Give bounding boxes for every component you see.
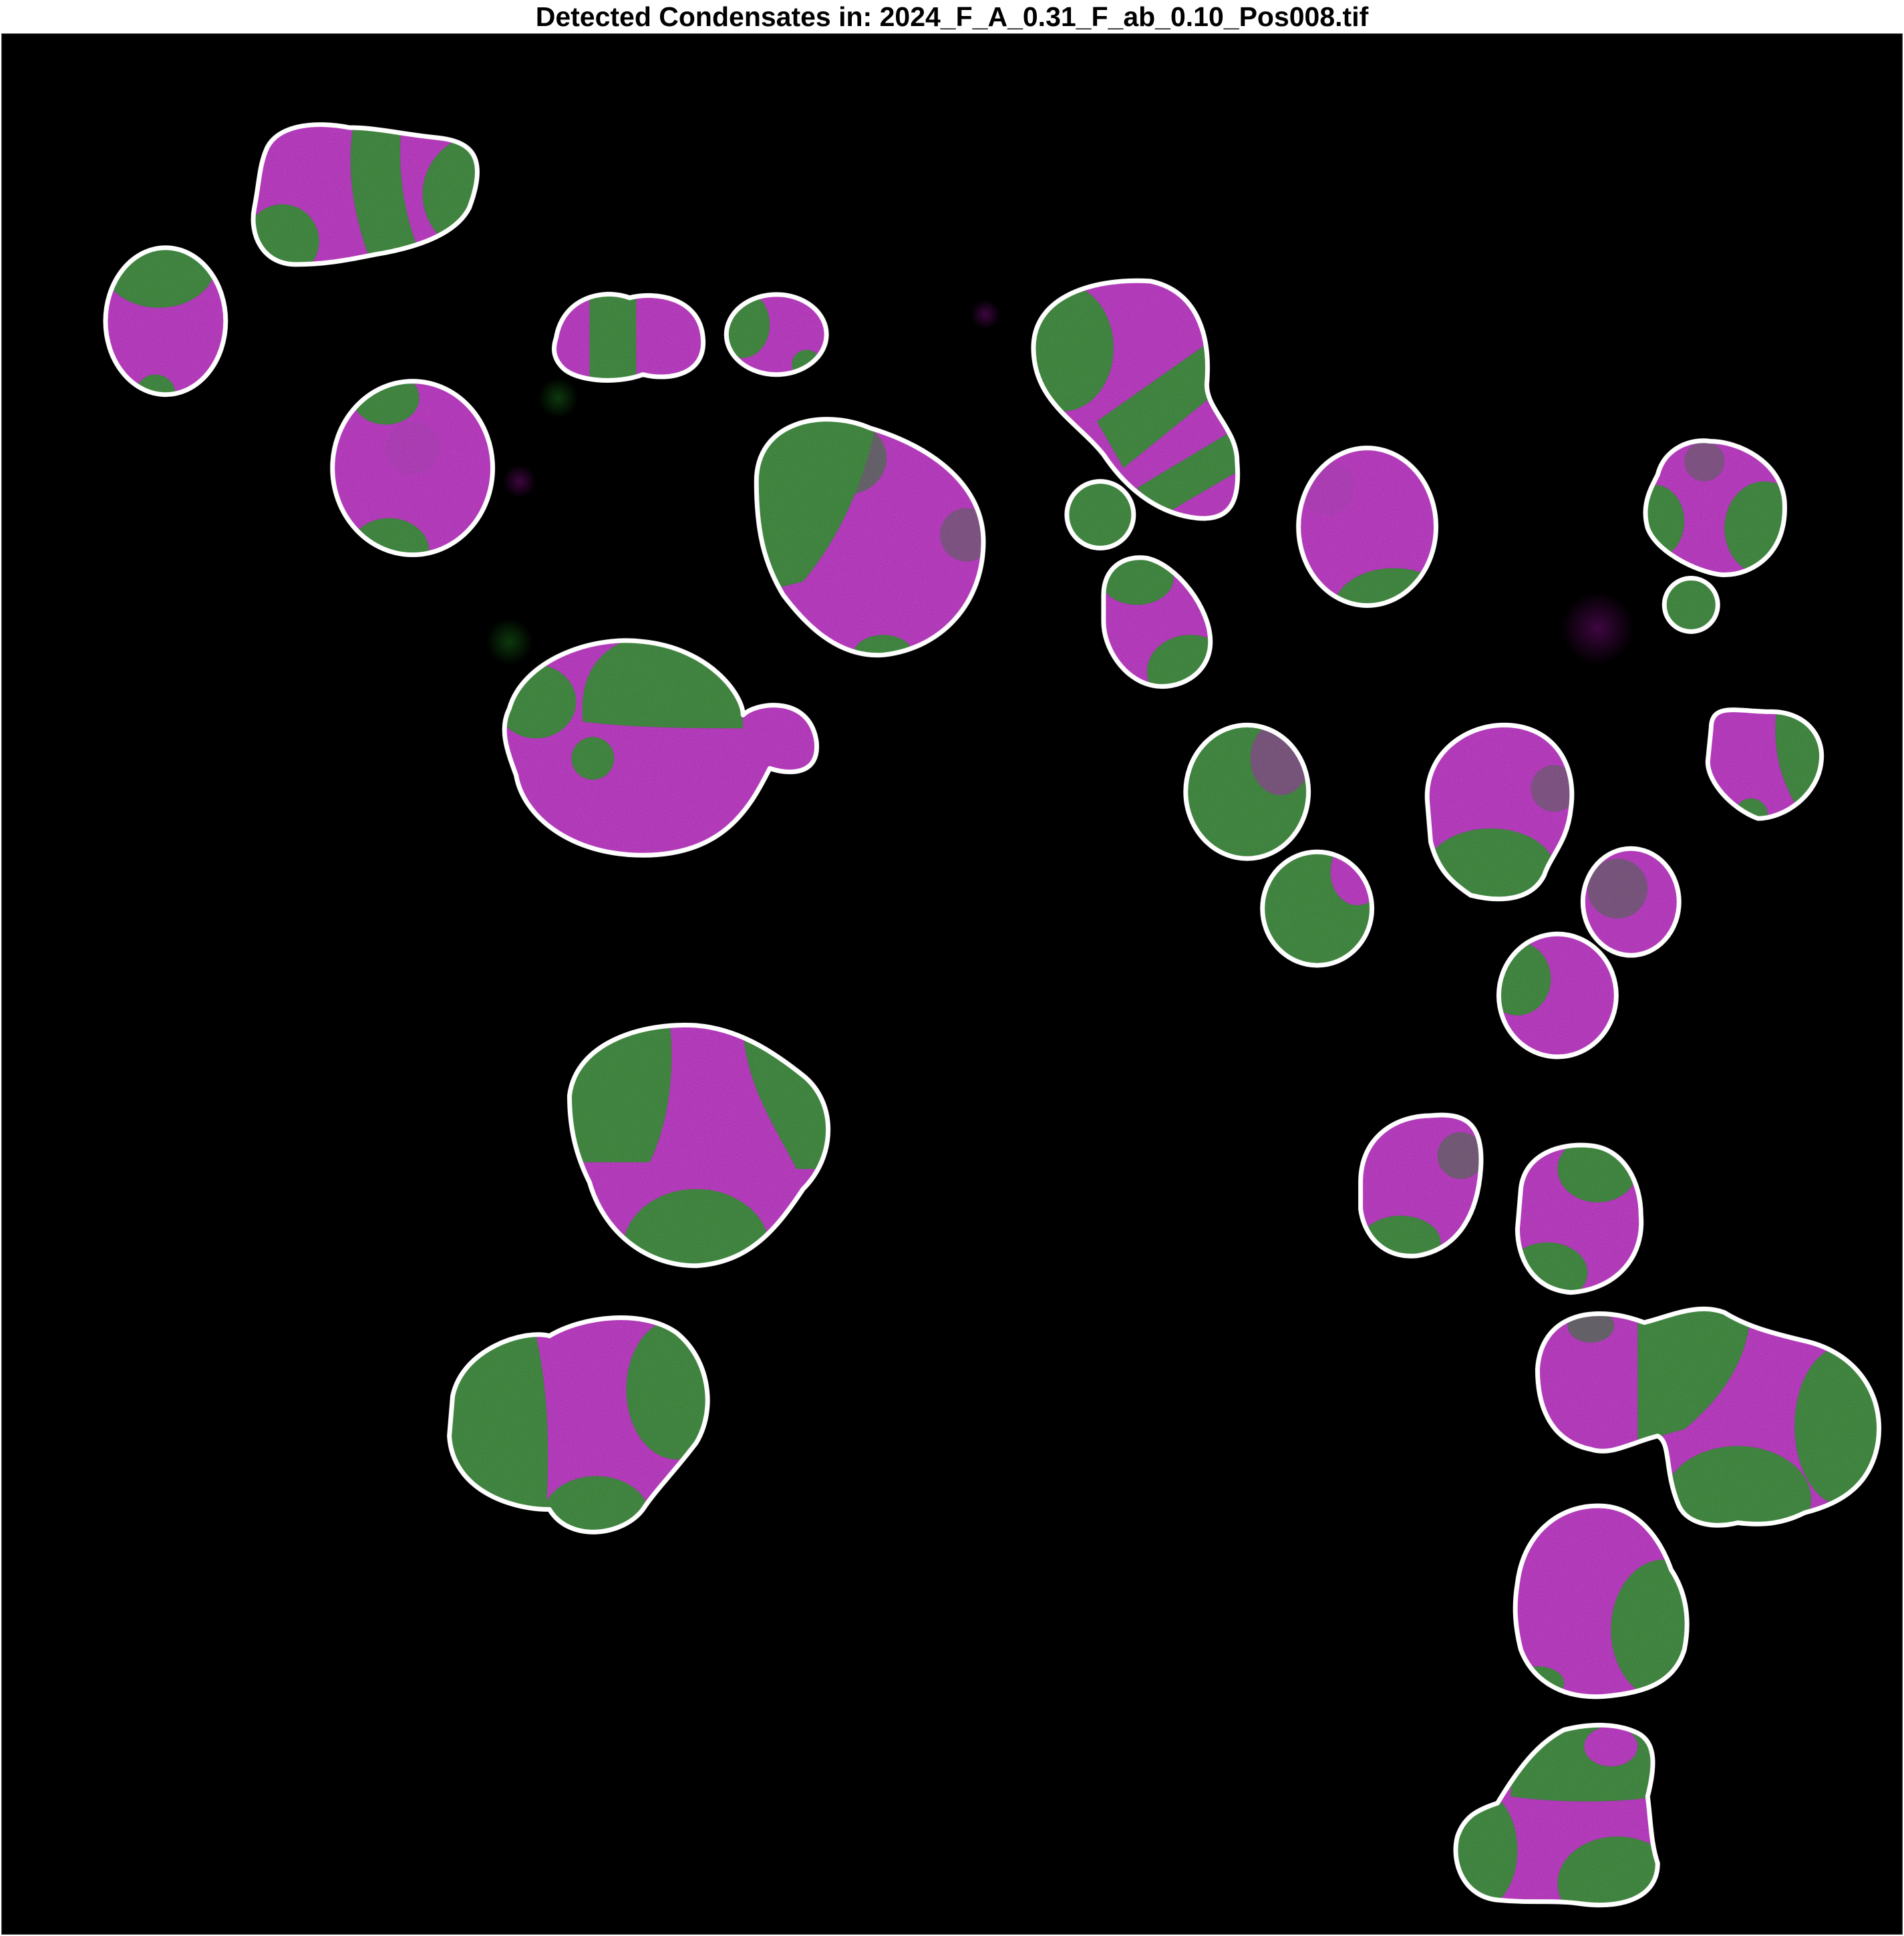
condensate-outline (567, 1022, 830, 1269)
condensate-outline (1101, 555, 1213, 689)
condensate-outline (1705, 707, 1824, 821)
faint-droplet (970, 299, 1000, 329)
condensate-outline (1661, 575, 1720, 634)
condensate-outline (330, 379, 495, 557)
condensate-outline (1358, 1112, 1484, 1259)
condensate-outline (103, 245, 228, 397)
condensate (1185, 725, 1309, 859)
condensate-outline (1513, 1503, 1690, 1700)
faint-droplet (486, 618, 533, 665)
condensate-outline (251, 122, 480, 267)
condensate-outline (1296, 446, 1438, 608)
condensate (726, 294, 827, 375)
faint-droplet (502, 464, 536, 498)
condensate-outline (1453, 1722, 1660, 1907)
condensate-outline (1535, 1306, 1881, 1528)
condensate (1583, 848, 1680, 956)
condensate-outline (551, 291, 705, 383)
microscopy-image (1, 33, 1903, 1935)
figure-title: Detected Condensates in: 2024_F_A_0.31_F… (535, 1, 1369, 32)
condensate-outline (502, 638, 819, 858)
condensate-outline (1496, 931, 1619, 1060)
condensate-outline (724, 292, 829, 377)
condensate-outline (1643, 438, 1787, 577)
condensate-outline (1260, 849, 1375, 968)
condensate-outline (447, 1315, 710, 1535)
condensate-outline (1183, 722, 1311, 861)
condensate-outline (1064, 479, 1136, 550)
condensate (449, 1317, 708, 1532)
condensate (1537, 1309, 1879, 1526)
condensate-outline (1515, 1142, 1644, 1295)
condensate-outline (1424, 722, 1575, 902)
faint-droplet (1561, 591, 1635, 665)
condensate (105, 247, 226, 395)
condensate (554, 294, 703, 381)
condensate-overlay (2, 34, 1902, 1934)
detection-outlines (103, 122, 1881, 1907)
condensate-outline (754, 417, 986, 658)
condensate-outline (1031, 278, 1241, 521)
condensate (332, 381, 493, 555)
condensate-outline (1580, 846, 1682, 958)
faint-droplet (538, 377, 579, 418)
